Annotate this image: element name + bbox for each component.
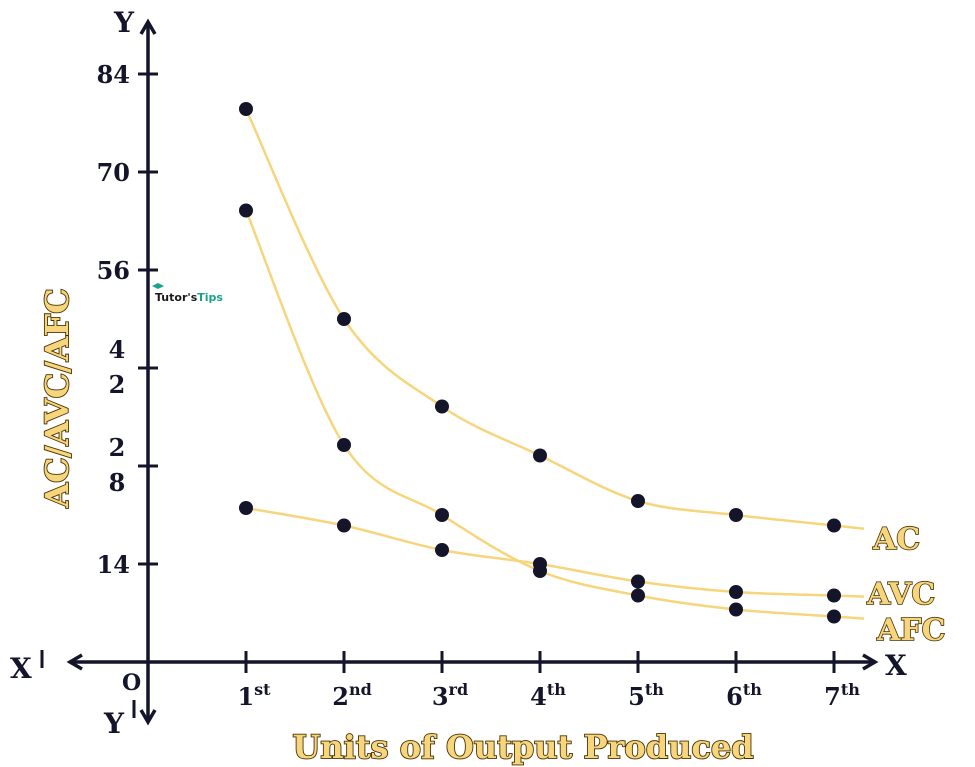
ac-point bbox=[337, 312, 351, 326]
afc-point bbox=[729, 602, 743, 617]
x-axis-title: Units of Output Produced bbox=[292, 728, 753, 766]
avc-point bbox=[239, 501, 253, 515]
y-tick-label: 84 bbox=[97, 60, 130, 89]
x-category-labels: 1st 2nd 3rd 4th 5th 6th 7th bbox=[237, 651, 860, 711]
afc-point bbox=[827, 609, 841, 624]
y-tick-label: 2 bbox=[109, 433, 126, 462]
y-axis-arrow-up-icon bbox=[139, 18, 157, 35]
ac-point bbox=[827, 518, 841, 533]
ac-point bbox=[239, 102, 253, 116]
x-tick-label: 7th bbox=[824, 680, 860, 711]
x-tick-label: 2nd bbox=[332, 680, 372, 711]
series-curves bbox=[244, 108, 865, 620]
afc-point bbox=[631, 588, 645, 603]
avc-point bbox=[435, 543, 449, 557]
ac-curve-label: AC bbox=[872, 522, 920, 557]
graduation-cap-icon bbox=[152, 283, 164, 289]
y-tick-label: 70 bbox=[97, 158, 130, 187]
ac-point bbox=[729, 508, 743, 522]
ac-point bbox=[631, 494, 645, 508]
afc-point bbox=[533, 564, 547, 578]
svg-text:X: X bbox=[10, 652, 32, 685]
x-tick-label: 1st bbox=[237, 680, 271, 711]
x-tick-label: 3rd bbox=[432, 680, 468, 711]
y-axis-arrow-down-icon bbox=[139, 709, 157, 726]
afc-point bbox=[337, 438, 351, 452]
x-tick-label: 6th bbox=[726, 680, 762, 711]
afc-curve-label: AFC bbox=[876, 613, 945, 648]
avc-point bbox=[337, 518, 351, 533]
avc-point bbox=[827, 588, 841, 603]
origin-label: O bbox=[122, 670, 141, 696]
afc-point bbox=[239, 203, 253, 218]
y-axis-letter: Y bbox=[113, 6, 135, 39]
series-points bbox=[239, 102, 841, 624]
y-tick-label: 2 bbox=[109, 370, 126, 399]
x-negative-letter: X bbox=[10, 650, 44, 685]
ac-point bbox=[435, 399, 449, 414]
y-tick-label: 4 bbox=[109, 335, 126, 364]
ac-point bbox=[533, 448, 547, 463]
y-negative-letter: Y bbox=[103, 700, 136, 740]
x-tick-label: 4th bbox=[530, 680, 566, 711]
svg-text:Tutor'sTips: Tutor'sTips bbox=[155, 291, 223, 304]
y-axis-title: AC/AVC/AFC bbox=[38, 288, 76, 508]
avc-point bbox=[631, 574, 645, 589]
afc-point bbox=[435, 508, 449, 522]
x-axis-arrow-right-icon bbox=[862, 653, 879, 671]
x-axis-letter: X bbox=[885, 649, 907, 682]
y-tick-label: 14 bbox=[97, 550, 130, 579]
svg-text:Y: Y bbox=[103, 707, 125, 740]
x-axis-arrow-left-icon bbox=[66, 653, 83, 671]
x-tick-label: 5th bbox=[628, 680, 664, 711]
avc-point bbox=[729, 585, 743, 599]
afc-curve bbox=[244, 210, 865, 620]
avc-curve-label: AVC bbox=[866, 577, 935, 612]
y-tick-label: 56 bbox=[97, 256, 130, 285]
y-tick-label: 8 bbox=[109, 468, 126, 497]
tutors-tips-watermark: Tutor'sTips bbox=[152, 283, 223, 304]
